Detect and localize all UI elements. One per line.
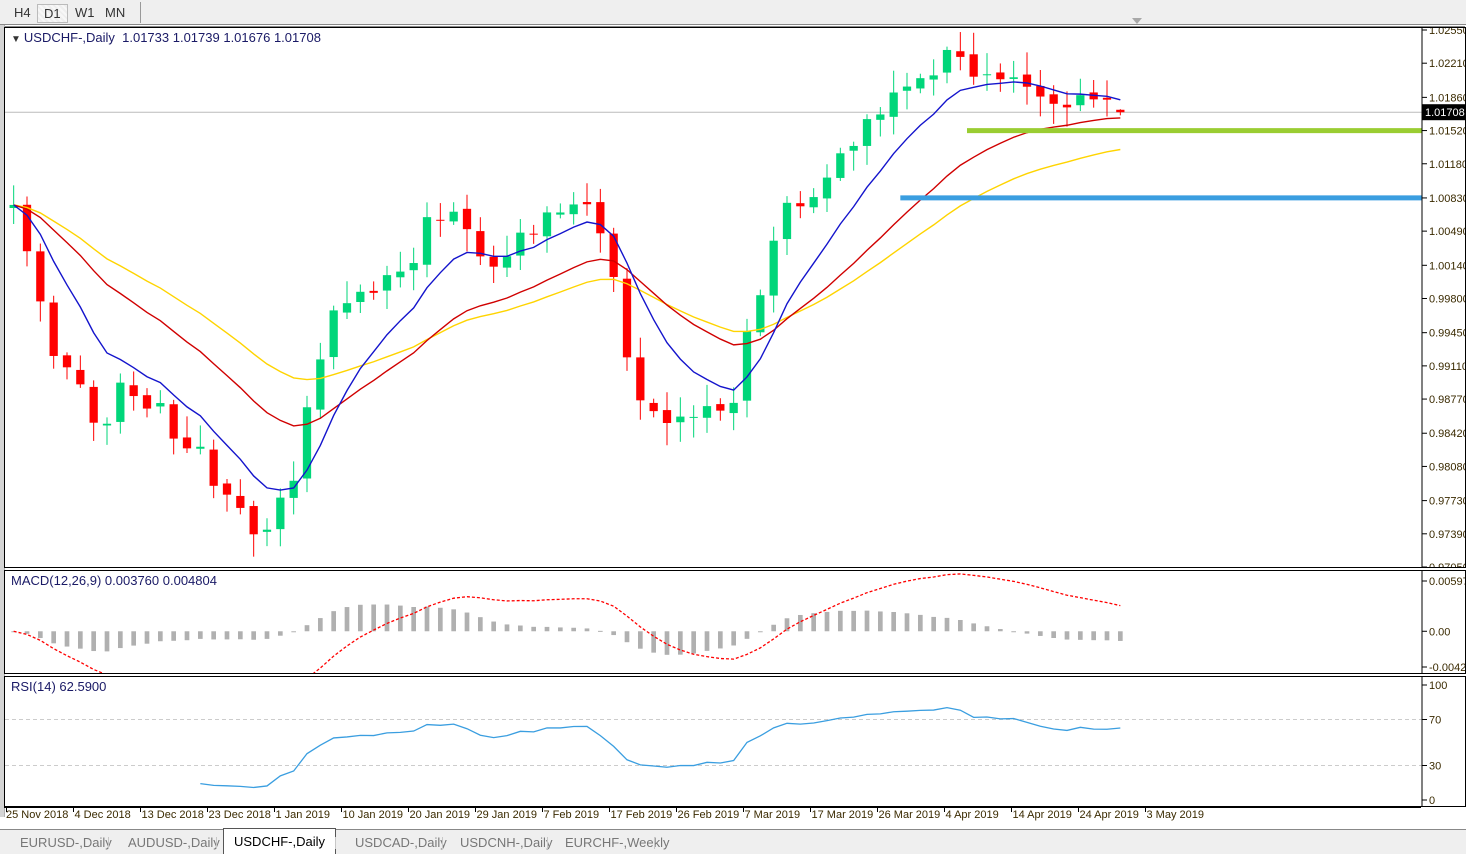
- svg-text:0.99800: 0.99800: [1429, 294, 1466, 306]
- svg-text:-0.004243: -0.004243: [1429, 662, 1466, 674]
- svg-text:1.00140: 1.00140: [1429, 260, 1466, 272]
- svg-text:70: 70: [1429, 715, 1441, 727]
- svg-text:0.00597: 0.00597: [1429, 576, 1466, 588]
- svg-text:0.98420: 0.98420: [1429, 428, 1466, 440]
- svg-text:1.00490: 1.00490: [1429, 226, 1466, 238]
- svg-text:1.01708: 1.01708: [1425, 107, 1465, 119]
- svg-text:1.02550: 1.02550: [1429, 27, 1466, 37]
- svg-text:0.00: 0.00: [1429, 626, 1450, 638]
- svg-text:0.99450: 0.99450: [1429, 328, 1466, 340]
- svg-text:0.99110: 0.99110: [1429, 361, 1466, 373]
- svg-text:1.01860: 1.01860: [1429, 92, 1466, 104]
- svg-text:0.98770: 0.98770: [1429, 394, 1466, 406]
- svg-text:0.97730: 0.97730: [1429, 496, 1466, 508]
- svg-text:1.00830: 1.00830: [1429, 193, 1466, 205]
- svg-text:1.02210: 1.02210: [1429, 58, 1466, 70]
- svg-text:1.01520: 1.01520: [1429, 126, 1466, 138]
- svg-text:30: 30: [1429, 761, 1441, 773]
- svg-text:0.98080: 0.98080: [1429, 461, 1466, 473]
- svg-text:0.97390: 0.97390: [1429, 529, 1466, 541]
- svg-text:0: 0: [1429, 795, 1435, 807]
- svg-text:100: 100: [1429, 680, 1447, 692]
- svg-text:1.01180: 1.01180: [1429, 159, 1466, 171]
- svg-text:0.97050: 0.97050: [1429, 562, 1466, 568]
